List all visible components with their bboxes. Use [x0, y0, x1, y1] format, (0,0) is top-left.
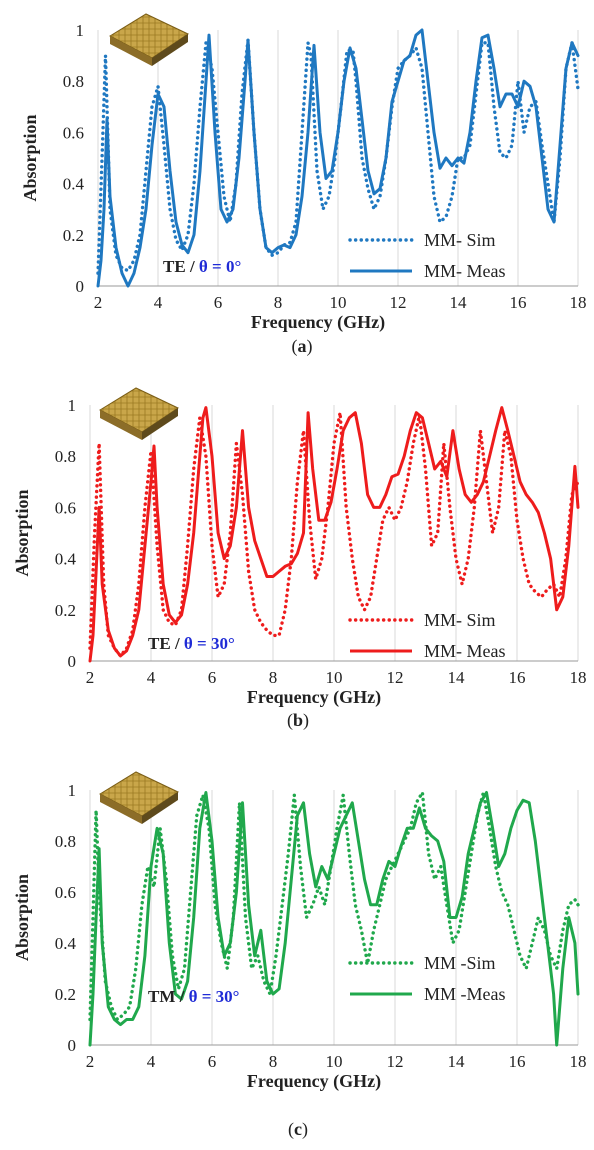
x-tick-label: 2	[86, 1052, 95, 1071]
metamaterial-sample-icon	[108, 13, 190, 66]
x-tick-label: 2	[86, 668, 95, 687]
y-axis-label: Absorption	[12, 874, 32, 961]
x-tick-label: 10	[326, 668, 343, 687]
x-tick-label: 16	[509, 668, 526, 687]
incidence-angle: θ = 0°	[199, 257, 241, 276]
legend-label: MM -Meas	[424, 984, 506, 1004]
x-tick-label: 14	[448, 668, 466, 687]
x-tick-label: 4	[154, 293, 163, 312]
y-axis-label: Absorption	[20, 114, 40, 201]
y-tick-label: 0	[68, 652, 77, 671]
x-axis-label: Frequency (GHz)	[247, 1071, 381, 1092]
x-tick-label: 18	[570, 1052, 587, 1071]
panel-letter: a	[298, 336, 307, 356]
x-tick-label: 2	[94, 293, 103, 312]
polarization-annotation: TE / θ = 0°	[163, 257, 241, 276]
x-tick-label: 16	[510, 293, 527, 312]
chart-panel-c: 2 4 6 8 10 12 14 16 18 0 0.2 0.4 0.6 0.8 1 Frequency (G…	[12, 771, 587, 1140]
x-tick-label: 10	[326, 1052, 343, 1071]
x-tick-label: 14	[448, 1052, 466, 1071]
legend-label: MM- Sim	[424, 610, 496, 630]
y-tick-label: 0.6	[55, 498, 76, 517]
polarization-mode: TE	[163, 257, 186, 276]
y-tick-label: 0	[76, 277, 85, 296]
x-tick-label: 18	[570, 668, 587, 687]
x-tick-label: 4	[147, 668, 156, 687]
y-tick-label: 0.2	[55, 601, 76, 620]
x-tick-label: 12	[387, 1052, 404, 1071]
series-line-meas	[96, 28, 580, 288]
x-axis-label: Frequency (GHz)	[247, 687, 381, 708]
y-axis-label: Absorption	[12, 489, 32, 576]
y-tick-label: 1	[76, 21, 85, 40]
series-line-meas	[88, 791, 580, 1047]
x-tick-label: 14	[450, 293, 468, 312]
x-tick-label: 8	[274, 293, 283, 312]
polarization-mode: TE	[148, 634, 171, 653]
annotation-separator: /	[175, 987, 188, 1006]
y-tick-label: 0.8	[55, 447, 76, 466]
chart-panel-a: 2 4 6 8 10 12 14 16 18 0 0.2 0.4 0.6 0.8 1 Frequency (G…	[20, 13, 587, 357]
panel-letter: b	[293, 710, 303, 730]
incidence-angle: θ = 30°	[189, 987, 240, 1006]
x-axis-label: Frequency (GHz)	[251, 312, 385, 333]
legend-label: MM- Meas	[424, 641, 506, 661]
x-tick-label: 16	[509, 1052, 526, 1071]
panel-caption: (a)	[292, 336, 313, 357]
x-tick-label: 6	[208, 1052, 217, 1071]
y-tick-label: 0.4	[55, 934, 77, 953]
legend-label: MM -Sim	[424, 953, 496, 973]
metamaterial-sample-icon	[98, 387, 180, 440]
polarization-annotation: TM / θ = 30°	[148, 987, 239, 1006]
x-tick-label: 4	[147, 1052, 156, 1071]
x-tick-label: 8	[269, 668, 278, 687]
y-tick-label: 0.8	[63, 72, 84, 91]
y-tick-label: 0.6	[63, 123, 84, 142]
chart-panel-b: 2 4 6 8 10 12 14 16 18 0 0.2 0.4 0.6 0.8 1 Frequency (G…	[12, 387, 587, 731]
series-line-sim	[88, 411, 580, 658]
y-tick-label: 0	[68, 1036, 77, 1055]
y-tick-label: 1	[68, 781, 77, 800]
legend-label: MM- Sim	[424, 230, 496, 250]
x-tick-label: 6	[214, 293, 223, 312]
series-line-meas	[88, 406, 580, 663]
x-tick-label: 8	[269, 1052, 278, 1071]
panel-letter: c	[294, 1119, 302, 1139]
panel-caption: (b)	[287, 710, 309, 731]
y-tick-label: 0.6	[55, 883, 76, 902]
y-tick-label: 0.2	[55, 985, 76, 1004]
legend-label: MM- Meas	[424, 261, 506, 281]
y-tick-label: 0.8	[55, 832, 76, 851]
x-tick-label: 10	[330, 293, 347, 312]
x-tick-label: 12	[387, 668, 404, 687]
y-tick-label: 0.4	[55, 550, 77, 569]
incidence-angle: θ = 30°	[184, 634, 235, 653]
y-tick-label: 0.4	[63, 175, 85, 194]
x-tick-label: 18	[570, 293, 587, 312]
polarization-mode: TM	[148, 987, 175, 1006]
y-tick-label: 1	[68, 396, 77, 415]
panel-caption: (c)	[288, 1119, 308, 1140]
metamaterial-sample-icon	[98, 771, 180, 824]
y-tick-label: 0.2	[63, 226, 84, 245]
x-tick-label: 6	[208, 668, 217, 687]
x-tick-label: 12	[390, 293, 407, 312]
polarization-annotation: TE / θ = 30°	[148, 634, 235, 653]
annotation-separator: /	[186, 257, 199, 276]
annotation-separator: /	[171, 634, 184, 653]
